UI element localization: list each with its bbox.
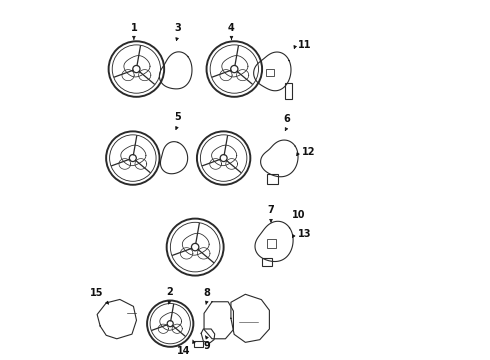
Text: 15: 15	[90, 288, 103, 298]
Text: 13: 13	[298, 229, 311, 239]
Text: 11: 11	[298, 40, 312, 50]
Text: 10: 10	[293, 210, 306, 220]
Text: 4: 4	[228, 23, 235, 33]
Text: 1: 1	[130, 23, 137, 33]
Text: 5: 5	[174, 112, 181, 122]
Text: 14: 14	[177, 346, 191, 356]
Text: 3: 3	[174, 23, 181, 33]
Text: 8: 8	[203, 288, 210, 298]
Text: 12: 12	[302, 147, 316, 157]
Text: 9: 9	[203, 341, 210, 351]
Text: 2: 2	[166, 287, 173, 297]
Text: 6: 6	[283, 114, 290, 124]
Text: 7: 7	[268, 205, 274, 215]
